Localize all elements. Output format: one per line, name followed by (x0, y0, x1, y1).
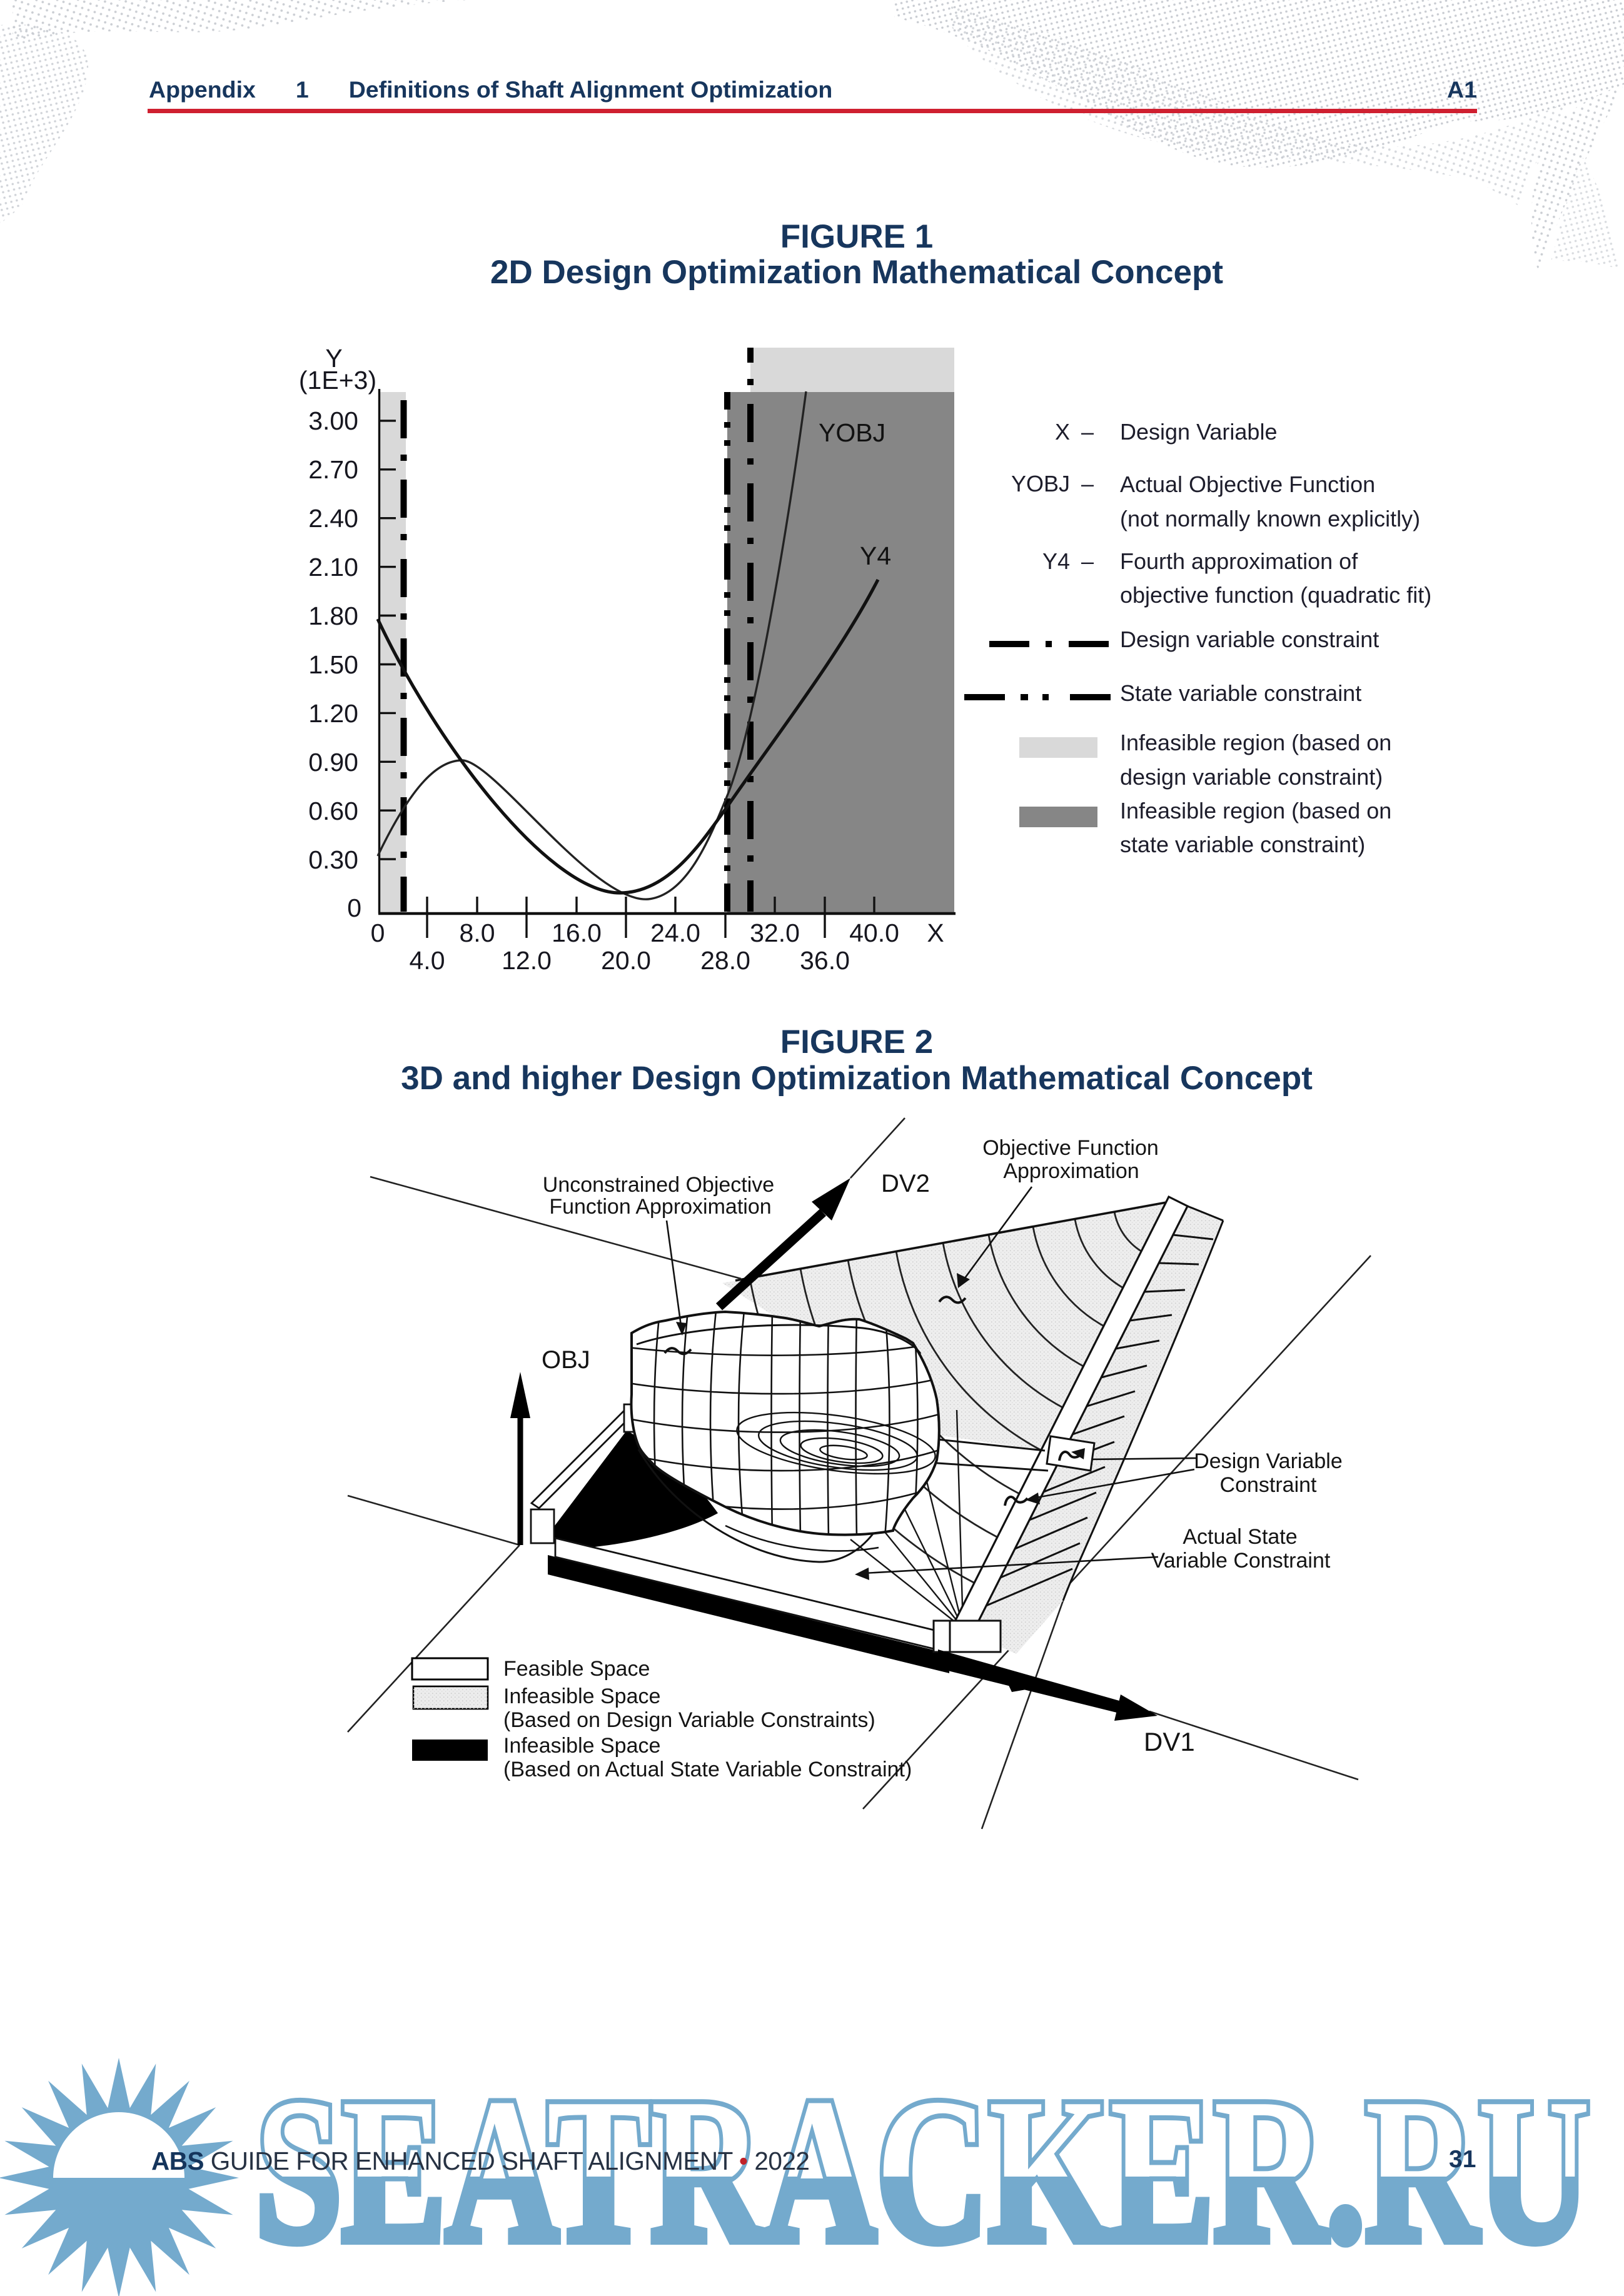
svg-text:X: X (927, 919, 944, 947)
svg-text:DV2: DV2 (881, 1170, 930, 1197)
svg-text:3.00: 3.00 (308, 406, 358, 435)
svg-text:Infeasible Space: Infeasible Space (503, 1734, 660, 1758)
svg-text:Variable Constraint: Variable Constraint (1151, 1549, 1331, 1573)
svg-text:OBJ: OBJ (542, 1346, 590, 1374)
svg-text:DV1: DV1 (1144, 1727, 1195, 1756)
svg-text:Feasible Space: Feasible Space (503, 1657, 650, 1681)
svg-text:Y: Y (325, 344, 342, 373)
svg-text:0: 0 (371, 919, 385, 947)
svg-text:(1E+3): (1E+3) (299, 366, 376, 395)
svg-text:(Based on Design Variable Cons: (Based on Design Variable Constraints) (503, 1708, 875, 1732)
svg-text:28.0: 28.0 (700, 946, 750, 975)
svg-text:Approximation: Approximation (1003, 1159, 1139, 1183)
svg-text:16.0: 16.0 (552, 919, 602, 947)
svg-text:Y4: Y4 (860, 541, 891, 570)
svg-text:1.20: 1.20 (308, 699, 358, 728)
svg-text:20.0: 20.0 (601, 946, 651, 975)
svg-text:36.0: 36.0 (800, 946, 850, 975)
svg-text:SEATRACKER.RU: SEATRACKER.RU (255, 2055, 1590, 2285)
svg-text:0.30: 0.30 (308, 845, 358, 874)
svg-text:0.60: 0.60 (308, 797, 358, 825)
svg-text:Objective Function: Objective Function (982, 1136, 1159, 1160)
svg-text:0.90: 0.90 (308, 748, 358, 777)
svg-text:40.0: 40.0 (849, 919, 899, 947)
svg-text:8.0: 8.0 (460, 919, 495, 947)
svg-text:2.10: 2.10 (308, 553, 358, 582)
svg-text:24.0: 24.0 (650, 919, 700, 947)
svg-text:4.0: 4.0 (410, 946, 445, 975)
svg-text:YOBJ: YOBJ (819, 418, 885, 447)
svg-text:Function Approximation: Function Approximation (549, 1195, 771, 1219)
svg-text:Constraint: Constraint (1220, 1473, 1318, 1497)
svg-text:1.50: 1.50 (308, 650, 358, 679)
svg-text:2.40: 2.40 (308, 504, 358, 533)
svg-text:32.0: 32.0 (750, 919, 800, 947)
svg-text:2.70: 2.70 (308, 455, 358, 484)
svg-text:0: 0 (347, 894, 361, 922)
svg-text:Actual State: Actual State (1183, 1525, 1297, 1549)
svg-text:Design Variable: Design Variable (1194, 1449, 1343, 1473)
svg-text:Infeasible Space: Infeasible Space (503, 1684, 660, 1708)
svg-text:1.80: 1.80 (308, 602, 358, 630)
svg-text:(Based on Actual State Variabl: (Based on Actual State Variable Constrai… (503, 1758, 912, 1781)
svg-text:Unconstrained Objective: Unconstrained Objective (543, 1173, 774, 1197)
svg-text:12.0: 12.0 (502, 946, 552, 975)
